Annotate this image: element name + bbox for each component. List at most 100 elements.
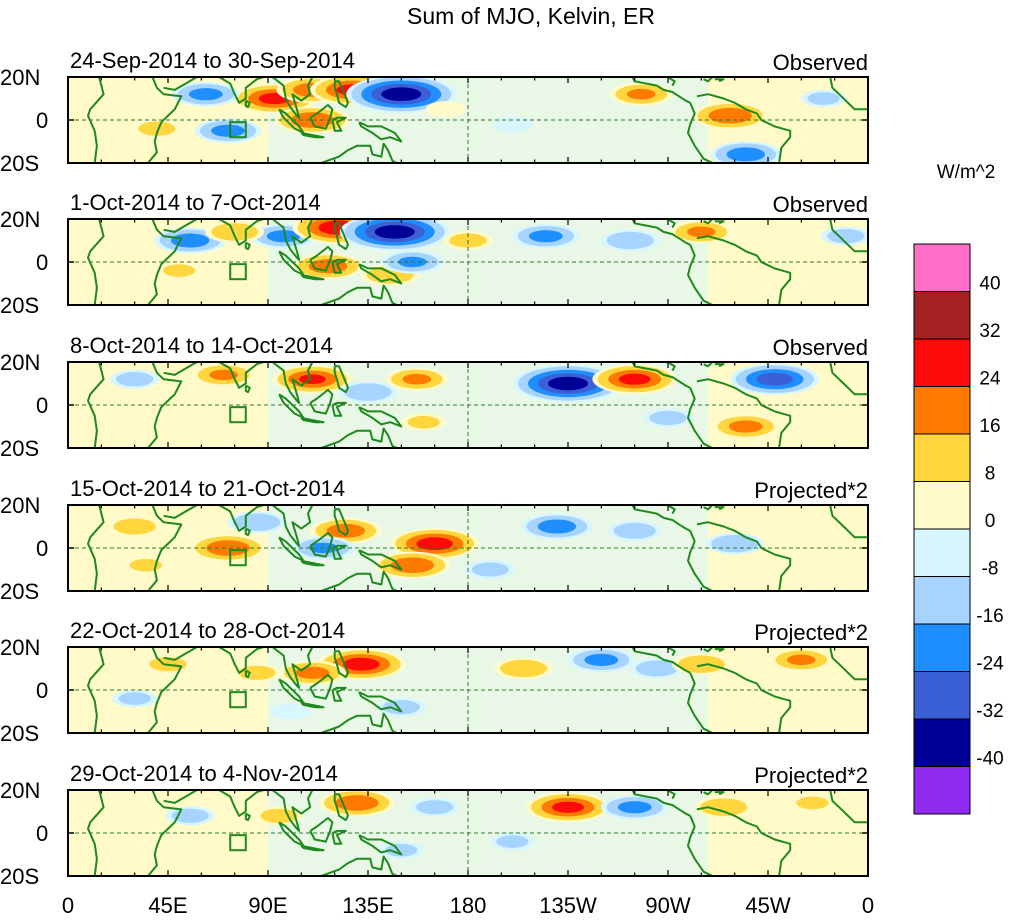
y-tick-label: 0 bbox=[36, 678, 48, 703]
y-tick-label: 0 bbox=[36, 250, 48, 275]
y-tick-label: 20N bbox=[0, 493, 40, 518]
coastline-19 bbox=[714, 78, 725, 83]
anomaly-contour-p4-12-2 bbox=[129, 558, 162, 572]
anomaly-contour-p3-2-4 bbox=[299, 374, 326, 385]
anomaly-contour-p6-9-2 bbox=[385, 843, 418, 857]
x-tick-label: 180 bbox=[450, 893, 487, 918]
anomaly-contour-p4-11-2 bbox=[471, 562, 509, 577]
anomaly-contour-p5-6-2 bbox=[677, 655, 725, 673]
anomaly-field bbox=[154, 219, 868, 286]
coastline-15 bbox=[656, 790, 676, 800]
coastline-20 bbox=[829, 77, 868, 111]
coastline-18 bbox=[701, 505, 714, 511]
coastline-18 bbox=[701, 219, 714, 225]
anomaly-contour-p6-5-2 bbox=[416, 800, 454, 815]
coastline-19 bbox=[714, 220, 725, 225]
anomaly-contour-p3-10-2 bbox=[407, 415, 440, 429]
colorbar-tick-label: -16 bbox=[976, 606, 1003, 627]
anomaly-contour-p6-3-3 bbox=[617, 801, 652, 814]
coastline-19 bbox=[714, 506, 725, 511]
colorbar-swatch bbox=[913, 433, 971, 482]
coastline-13 bbox=[320, 427, 398, 448]
panel-4: 20N 0 20S 15-Oct-2014 to 21-Oct-2014 Project… bbox=[0, 476, 869, 604]
coastline-12 bbox=[358, 406, 403, 428]
figure-title: Sum of MJO, Kelvin, ER bbox=[407, 3, 655, 29]
coastline-5 bbox=[244, 384, 251, 394]
anomaly-contour-p1-5-3 bbox=[188, 88, 223, 101]
anomaly-contour-p4-1-3 bbox=[206, 540, 250, 556]
anomaly-contour-p6-10-2 bbox=[496, 835, 529, 848]
anomaly-contour-p3-6-4 bbox=[618, 373, 651, 385]
coastline-13 bbox=[320, 855, 398, 876]
coastline-10 bbox=[331, 686, 347, 702]
coastline-5 bbox=[244, 669, 251, 679]
reference-box bbox=[229, 263, 247, 281]
coastline-14 bbox=[631, 505, 691, 532]
coastline-14 bbox=[631, 362, 691, 389]
anomaly-contour-p5-7-3 bbox=[787, 654, 816, 666]
coastline-14 bbox=[631, 647, 691, 674]
anomaly-contour-p3-3-3 bbox=[402, 373, 432, 385]
coastline-9 bbox=[309, 674, 334, 700]
coastline-15 bbox=[656, 77, 676, 87]
coastline-10 bbox=[331, 258, 347, 274]
coastline-3 bbox=[163, 77, 198, 91]
coastline-4 bbox=[218, 77, 264, 104]
anomaly-contour-p1-6-3 bbox=[211, 124, 245, 137]
coastline-12 bbox=[358, 263, 403, 285]
anomaly-contour-p1-7-5 bbox=[381, 87, 422, 101]
coastline-5 bbox=[244, 99, 251, 109]
coastline-10 bbox=[331, 401, 347, 417]
anomaly-field bbox=[112, 647, 833, 720]
colorbar-units: W/m^2 bbox=[937, 162, 996, 183]
y-tick-label: 20N bbox=[0, 635, 40, 660]
coastline-2 bbox=[87, 647, 105, 733]
coastline-3 bbox=[163, 647, 198, 661]
anomaly-contour-p6-11-1 bbox=[181, 846, 222, 863]
y-tick-label: 20S bbox=[0, 151, 39, 176]
coastline-20 bbox=[829, 362, 868, 396]
y-tick-label: 20S bbox=[0, 864, 39, 889]
coastline-6 bbox=[271, 362, 314, 404]
reference-box bbox=[229, 549, 247, 567]
coastline-17 bbox=[696, 378, 792, 448]
anomaly-contour-p3-7-4 bbox=[756, 372, 793, 386]
coastline-11 bbox=[333, 222, 349, 251]
coastline-14 bbox=[631, 219, 691, 246]
coastline-3 bbox=[163, 219, 198, 233]
coastline-11 bbox=[333, 793, 349, 822]
x-tick-label: 0 bbox=[862, 893, 874, 918]
colorbar-swatch bbox=[913, 243, 971, 292]
coastline-3 bbox=[163, 790, 198, 804]
x-tick-label: 90W bbox=[645, 893, 690, 918]
coastline-20 bbox=[829, 505, 868, 539]
y-tick-label: 0 bbox=[36, 108, 48, 133]
anomaly-contour-p5-1-4 bbox=[343, 657, 380, 671]
coastline-11 bbox=[333, 650, 349, 679]
coastline-5 bbox=[244, 527, 251, 537]
colorbar-swatch bbox=[913, 386, 971, 435]
x-axis: 0 45E 90E 135E 180 135W 90W 45W 0 bbox=[62, 893, 874, 918]
coastline-1 bbox=[147, 362, 183, 448]
coastline-5 bbox=[244, 812, 251, 822]
coastline-8 bbox=[300, 844, 325, 852]
coastline-18 bbox=[701, 790, 714, 796]
panel-5: 20N 0 20S 22-Oct-2014 to 28-Oct-2014 Project… bbox=[0, 618, 869, 746]
y-tick-label: 20S bbox=[0, 579, 39, 604]
anomaly-contour-p3-9-2 bbox=[116, 372, 154, 387]
coastline-18 bbox=[701, 77, 714, 83]
coastline-10 bbox=[331, 544, 347, 560]
coastline-9 bbox=[309, 817, 334, 843]
coastline-13 bbox=[320, 284, 398, 305]
coastline-6 bbox=[271, 77, 314, 119]
coastline-13 bbox=[320, 712, 398, 733]
anomaly-contour-p5-11-2 bbox=[118, 692, 151, 705]
colorbar-swatch bbox=[913, 576, 971, 625]
coastline-17 bbox=[696, 93, 792, 163]
coastline-17 bbox=[696, 806, 792, 876]
anomaly-field bbox=[165, 790, 835, 863]
coastline-9 bbox=[309, 245, 334, 272]
anomaly-contour-p5-4-3 bbox=[584, 653, 619, 667]
anomaly-contour-p1-9-3 bbox=[708, 107, 752, 124]
